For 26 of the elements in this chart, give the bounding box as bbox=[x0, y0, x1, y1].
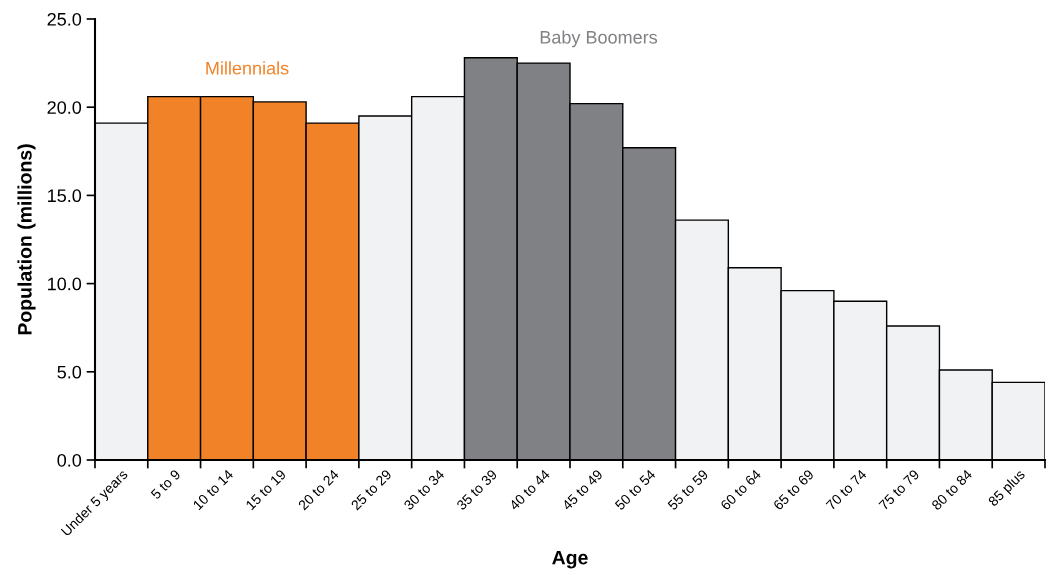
x-tick-label: 35 to 39 bbox=[455, 469, 498, 511]
x-tick-label: 20 to 24 bbox=[297, 468, 340, 511]
x-tick-label: 15 to 19 bbox=[245, 469, 287, 511]
x-tick-label: 45 to 49 bbox=[561, 469, 604, 511]
x-tick-label: 65 to 69 bbox=[772, 469, 815, 511]
x-tick-label: 40 to 44 bbox=[508, 468, 551, 511]
annotation: Millennials bbox=[206, 61, 289, 75]
annotation: Baby Boomers bbox=[540, 30, 658, 48]
x-tick-label: 55 to 59 bbox=[667, 469, 709, 511]
x-tick-label: 10 to 14 bbox=[192, 468, 234, 511]
x-tick-label: 50 to 54 bbox=[614, 468, 657, 511]
y-tick-label: 5.0 bbox=[57, 365, 82, 379]
x-tick-label: 75 to 79 bbox=[878, 469, 920, 511]
x-tick-label: 25 to 29 bbox=[350, 469, 393, 511]
y-tick-label: 25.0 bbox=[47, 12, 82, 26]
x-tick-label: 60 to 64 bbox=[719, 468, 762, 511]
y-axis-title: Population (millions) bbox=[17, 144, 36, 335]
y-tick-label: 20.0 bbox=[47, 101, 82, 114]
y-tick-label: 10.0 bbox=[48, 277, 82, 291]
x-axis-title: Age bbox=[552, 550, 588, 569]
y-tick-label: 0.0 bbox=[57, 453, 82, 467]
y-tick-label: 15.0 bbox=[48, 189, 82, 203]
x-tick-label: 70 to 74 bbox=[825, 468, 868, 511]
x-tick-label: 80 to 84 bbox=[931, 468, 973, 511]
x-tick-label: 30 to 34 bbox=[403, 468, 445, 511]
x-tick-label: 5 to 9 bbox=[150, 469, 181, 500]
